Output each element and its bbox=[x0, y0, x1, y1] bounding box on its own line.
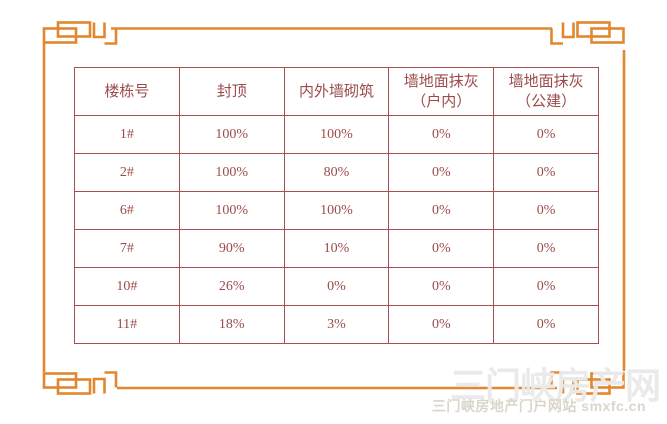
header-cell-plaster-public: 墙地面抹灰 （公建） bbox=[493, 67, 599, 116]
table-row: 2# 100% 80% 0% 0% bbox=[74, 153, 599, 192]
table-cell: 7# bbox=[74, 229, 180, 268]
table-cell: 100% bbox=[283, 115, 390, 154]
table-cell: 10# bbox=[74, 267, 180, 306]
table-row: 11# 18% 3% 0% 0% bbox=[74, 305, 599, 344]
table-cell: 11# bbox=[74, 305, 180, 344]
table-cell: 18% bbox=[178, 305, 285, 344]
header-cell-plaster-indoor: 墙地面抹灰 （户内） bbox=[388, 67, 495, 116]
table-cell: 0% bbox=[493, 267, 599, 306]
table-cell: 90% bbox=[178, 229, 285, 268]
header-line: 墙地面抹灰 bbox=[508, 73, 584, 90]
header-line: 内外墙砌筑 bbox=[298, 83, 374, 100]
watermark-site-logo: 三门峡房产网 bbox=[449, 365, 661, 406]
table-cell: 80% bbox=[283, 153, 390, 192]
table-row: 7# 90% 10% 0% 0% bbox=[74, 229, 599, 268]
table-cell: 100% bbox=[178, 115, 285, 154]
table-cell: 3% bbox=[283, 305, 390, 344]
fret-corner-top-right bbox=[550, 21, 625, 45]
table-row: 6# 100% 100% 0% 0% bbox=[74, 191, 599, 230]
table-cell: 2# bbox=[74, 153, 180, 192]
table-cell: 0% bbox=[388, 267, 495, 306]
table-row: 10# 26% 0% 0% 0% bbox=[74, 267, 599, 306]
table-cell: 0% bbox=[493, 229, 599, 268]
construction-progress-table: 楼栋号 封顶 内外墙砌筑 墙地面抹灰 （户内） 墙地面抹灰 （公建） 1# 100 bbox=[74, 67, 599, 344]
table-cell: 0% bbox=[493, 305, 599, 344]
table-cell: 0% bbox=[388, 191, 495, 230]
table-cell: 100% bbox=[178, 191, 285, 230]
watermark-site-url: 三门峡房地产门户网站 smxfc.cn bbox=[431, 398, 646, 414]
table-cell: 0% bbox=[388, 305, 495, 344]
header-line: 楼栋号 bbox=[104, 83, 150, 100]
table-cell: 0% bbox=[388, 115, 495, 154]
table-cell: 6# bbox=[74, 191, 180, 230]
table-cell: 0% bbox=[493, 115, 599, 154]
table-cell: 10% bbox=[283, 229, 390, 268]
table-cell: 0% bbox=[493, 153, 599, 192]
table-cell: 0% bbox=[388, 229, 495, 268]
header-cell-masonry: 内外墙砌筑 bbox=[283, 67, 390, 116]
table-cell: 0% bbox=[493, 191, 599, 230]
table-cell: 100% bbox=[178, 153, 285, 192]
header-cell-building: 楼栋号 bbox=[74, 67, 180, 116]
fret-corner-top-left bbox=[42, 21, 118, 45]
table-cell: 26% bbox=[178, 267, 285, 306]
header-line: 墙地面抹灰 bbox=[403, 73, 479, 90]
fret-corner-bottom-left bbox=[42, 371, 118, 395]
table-cell: 0% bbox=[388, 153, 495, 192]
table-cell: 100% bbox=[283, 191, 390, 230]
header-line: （公建） bbox=[516, 93, 577, 110]
header-line: 封顶 bbox=[216, 83, 247, 100]
header-line: （户内） bbox=[411, 93, 472, 110]
table-cell: 1# bbox=[74, 115, 180, 154]
table-header-row: 楼栋号 封顶 内外墙砌筑 墙地面抹灰 （户内） 墙地面抹灰 （公建） bbox=[74, 67, 599, 116]
table-cell: 0% bbox=[283, 267, 390, 306]
header-cell-capping: 封顶 bbox=[178, 67, 285, 116]
table-row: 1# 100% 100% 0% 0% bbox=[74, 115, 599, 154]
